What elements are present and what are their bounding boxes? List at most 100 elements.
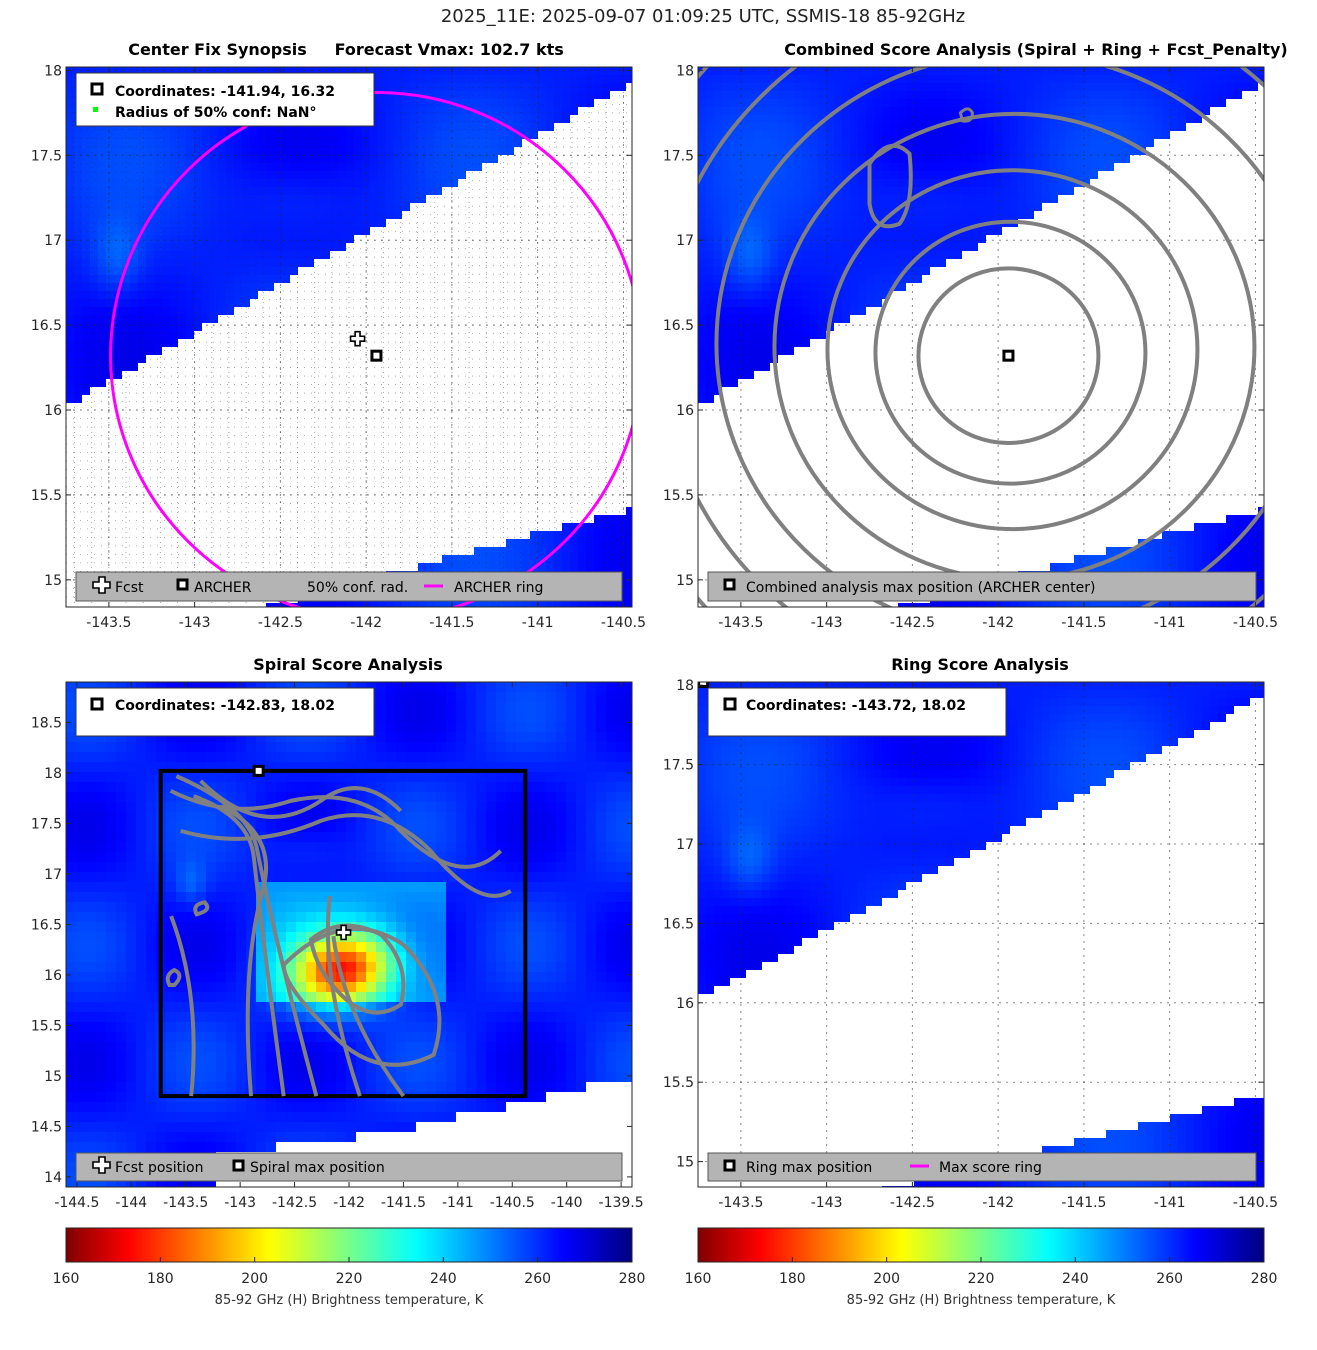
heatmap-cell <box>410 603 419 607</box>
heatmap-cell <box>266 451 275 460</box>
heatmap-cell <box>530 531 539 540</box>
heatmap-cell <box>610 363 619 372</box>
heatmap-cell <box>498 211 507 220</box>
heatmap-cell <box>490 91 499 100</box>
heatmap-cell <box>330 139 339 148</box>
heatmap-cell <box>586 379 595 388</box>
heatmap-cell <box>506 163 515 172</box>
heatmap-cell <box>594 83 603 92</box>
heatmap-cell <box>426 115 435 124</box>
heatmap-cell <box>282 291 291 300</box>
heatmap-cell <box>290 467 299 476</box>
heatmap-cell <box>250 331 259 340</box>
heatmap-cell <box>490 195 499 204</box>
heatmap-cell <box>522 203 531 212</box>
heatmap-cell <box>114 475 123 484</box>
heatmap-cell <box>178 435 187 444</box>
heatmap-cell <box>322 179 331 188</box>
heatmap-cell <box>418 331 427 340</box>
heatmap-cell <box>362 411 371 420</box>
heatmap-cell <box>242 539 251 548</box>
heatmap-cell <box>618 499 627 508</box>
heatmap-cell <box>522 323 531 332</box>
heatmap-cell <box>322 467 331 476</box>
heatmap-cell <box>578 467 587 476</box>
heatmap-cell <box>498 315 507 324</box>
heatmap-cell <box>482 547 491 556</box>
heatmap-cell <box>66 435 75 444</box>
heatmap-cell <box>554 187 563 196</box>
heatmap-cell <box>498 475 507 484</box>
heatmap-cell <box>90 603 99 607</box>
heatmap-cell <box>522 363 531 372</box>
heatmap-cell <box>82 315 91 324</box>
heatmap-cell <box>162 315 171 324</box>
heatmap-cell <box>130 187 139 196</box>
heatmap-cell <box>290 451 299 460</box>
heatmap-cell <box>586 539 595 548</box>
heatmap-cell <box>90 467 99 476</box>
heatmap-cell <box>98 427 107 436</box>
heatmap-cell <box>546 115 555 124</box>
heatmap-cell <box>498 555 507 564</box>
heatmap-cell <box>578 235 587 244</box>
heatmap-cell <box>386 187 395 196</box>
heatmap-cell <box>298 147 307 156</box>
heatmap-cell <box>378 427 387 436</box>
heatmap-cell <box>394 291 403 300</box>
heatmap-cell <box>266 291 275 300</box>
heatmap-cell <box>314 283 323 292</box>
heatmap-cell <box>90 427 99 436</box>
heatmap-cell <box>82 123 91 132</box>
heatmap-cell <box>562 395 571 404</box>
heatmap-cell <box>298 491 307 500</box>
heatmap-cell <box>170 547 179 556</box>
heatmap-cell <box>442 235 451 244</box>
heatmap-cell <box>362 475 371 484</box>
heatmap-cell <box>450 131 459 140</box>
heatmap-cell <box>514 299 523 308</box>
heatmap-cell <box>290 155 299 164</box>
heatmap-cell <box>314 483 323 492</box>
heatmap-cell <box>450 515 459 524</box>
heatmap-cell <box>234 267 243 276</box>
heatmap-cell <box>138 259 147 268</box>
heatmap-cell <box>562 283 571 292</box>
heatmap-cell <box>82 499 91 508</box>
heatmap-cell <box>466 227 475 236</box>
heatmap-cell <box>586 315 595 324</box>
heatmap-cell <box>610 531 619 540</box>
heatmap-cell <box>602 507 611 516</box>
heatmap-cell <box>290 251 299 260</box>
y-tick-label: 16.5 <box>31 318 62 334</box>
heatmap-cell <box>410 339 419 348</box>
heatmap-cell <box>602 91 611 100</box>
heatmap-cell <box>98 259 107 268</box>
heatmap-cell <box>554 259 563 268</box>
heatmap-cell <box>258 139 267 148</box>
heatmap-cell <box>506 507 515 516</box>
heatmap-cell <box>434 371 443 380</box>
heatmap-cell <box>466 467 475 476</box>
heatmap-cell <box>554 459 563 468</box>
heatmap-cell <box>386 291 395 300</box>
heatmap-cell <box>162 491 171 500</box>
heatmap-cell <box>122 531 131 540</box>
heatmap-cell <box>402 603 411 607</box>
heatmap-cell <box>146 67 155 76</box>
heatmap-cell <box>90 355 99 364</box>
heatmap-cell <box>506 539 515 548</box>
heatmap-cell <box>474 91 483 100</box>
heatmap-cell <box>226 211 235 220</box>
heatmap-cell <box>386 371 395 380</box>
plot-area[interactable] <box>66 67 642 619</box>
heatmap-cell <box>546 499 555 508</box>
heatmap-cell <box>522 123 531 132</box>
heatmap-cell <box>562 347 571 356</box>
heatmap-cell <box>506 435 515 444</box>
heatmap-cell <box>330 563 339 572</box>
heatmap-cell <box>490 467 499 476</box>
heatmap-cell <box>202 227 211 236</box>
heatmap-cell <box>442 107 451 116</box>
heatmap-cell <box>522 491 531 500</box>
